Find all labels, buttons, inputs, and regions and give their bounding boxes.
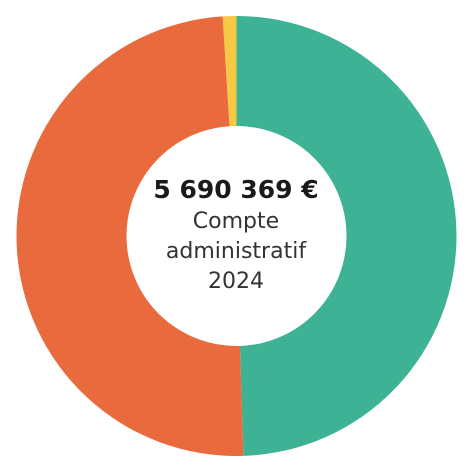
total-amount: 5 690 369 € [153, 175, 319, 204]
center-label: 5 690 369 € Compte administratif 2024 [126, 126, 346, 346]
donut-slice-1 [236, 16, 457, 456]
donut-slice-3 [222, 16, 237, 127]
donut-slice-2 [16, 16, 244, 456]
caption-line-2: administratif [165, 239, 307, 264]
caption-line-1: Compte [192, 209, 280, 234]
caption-line-3: 2024 [208, 269, 264, 294]
